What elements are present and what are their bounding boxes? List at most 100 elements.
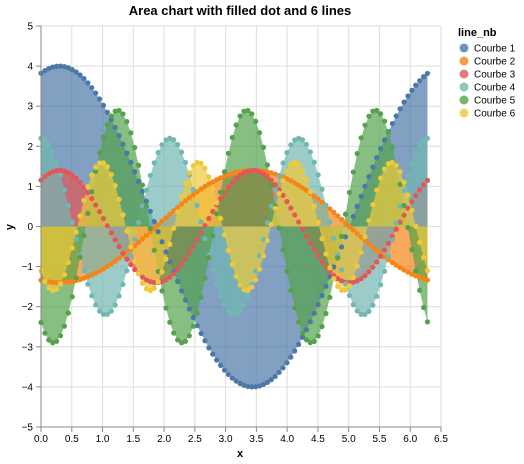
data-point <box>276 173 282 179</box>
data-point <box>260 144 267 150</box>
data-point <box>362 183 368 189</box>
data-point <box>61 64 68 70</box>
data-point <box>124 256 130 262</box>
data-point <box>311 203 317 210</box>
data-point <box>276 369 282 376</box>
data-point <box>237 113 243 119</box>
data-point <box>272 205 278 211</box>
data-point <box>288 288 294 294</box>
data-point <box>233 311 239 317</box>
data-point <box>350 169 356 175</box>
axes: 0.0 0.5 1.0 1.5 2.0 2.5 3.0 3.5 4.0 4.5 5.0 5.5 6.0 6… <box>22 22 449 446</box>
y-axis-title: y <box>4 223 16 230</box>
data-point <box>350 213 356 220</box>
data-point <box>225 247 231 254</box>
data-point <box>358 311 364 317</box>
data-point <box>393 162 399 168</box>
point-series-group <box>38 63 431 390</box>
data-point <box>413 273 419 279</box>
data-point <box>163 137 169 143</box>
area-courbe-6 <box>41 162 428 291</box>
data-point <box>280 365 286 371</box>
data-point <box>319 259 325 265</box>
data-point <box>108 261 114 267</box>
data-point <box>50 279 56 285</box>
y-tick-label: −3 <box>22 342 34 353</box>
data-point <box>241 170 247 176</box>
data-point <box>159 269 165 275</box>
data-point <box>315 219 321 226</box>
data-point <box>389 120 395 127</box>
data-point <box>178 288 185 294</box>
data-point <box>358 135 364 141</box>
y-tick-label: −5 <box>22 423 34 434</box>
data-point <box>280 160 286 166</box>
data-point <box>249 384 255 390</box>
data-point <box>381 137 388 143</box>
data-point <box>272 171 278 177</box>
data-point <box>194 189 200 195</box>
data-point <box>85 80 91 86</box>
data-point <box>132 236 138 242</box>
data-point <box>327 274 333 280</box>
data-point <box>358 234 364 240</box>
data-point <box>253 118 259 124</box>
data-point <box>61 187 68 193</box>
data-point <box>214 211 220 217</box>
x-axis-title: x <box>237 448 244 460</box>
data-point <box>116 244 122 250</box>
data-point <box>221 232 228 238</box>
data-point <box>120 212 126 218</box>
data-point <box>135 162 142 168</box>
x-tick-label: 3.5 <box>249 434 263 445</box>
data-point <box>354 203 360 209</box>
data-point <box>420 304 427 311</box>
data-point <box>73 69 79 75</box>
data-point <box>69 219 75 225</box>
data-point <box>284 176 290 182</box>
data-point <box>42 278 48 284</box>
data-point <box>401 187 407 194</box>
data-point <box>54 160 60 166</box>
data-point <box>311 310 317 316</box>
data-point <box>362 273 368 279</box>
x-tick-label: 6.0 <box>403 434 417 445</box>
data-point <box>409 271 415 277</box>
data-point <box>81 275 87 281</box>
data-point <box>253 168 259 174</box>
data-point <box>155 229 161 235</box>
data-point <box>288 162 294 168</box>
data-point <box>225 308 231 314</box>
data-point <box>186 333 192 339</box>
data-point <box>264 173 271 180</box>
data-point <box>272 187 278 193</box>
data-point <box>210 186 216 192</box>
data-point <box>327 269 333 275</box>
data-point <box>120 250 126 256</box>
data-point <box>366 241 372 247</box>
data-point <box>147 279 153 285</box>
data-point <box>54 168 60 174</box>
data-point <box>100 216 107 222</box>
data-point <box>229 134 235 141</box>
data-point <box>81 184 87 190</box>
data-point <box>323 251 329 257</box>
data-point <box>374 259 380 265</box>
data-point <box>257 266 263 272</box>
data-point <box>182 198 189 204</box>
legend-symbol <box>459 43 469 53</box>
data-point <box>413 82 419 88</box>
data-point <box>104 263 110 270</box>
data-point <box>354 278 360 284</box>
data-point <box>65 310 71 316</box>
data-point <box>272 373 278 379</box>
data-point <box>175 209 181 215</box>
data-point <box>190 323 196 329</box>
data-point <box>178 149 185 155</box>
data-point <box>362 122 368 128</box>
data-point <box>385 161 392 167</box>
data-point <box>296 135 302 141</box>
data-point <box>124 268 130 274</box>
data-point <box>42 137 48 143</box>
legend-label: Courbe 4 <box>474 83 516 94</box>
